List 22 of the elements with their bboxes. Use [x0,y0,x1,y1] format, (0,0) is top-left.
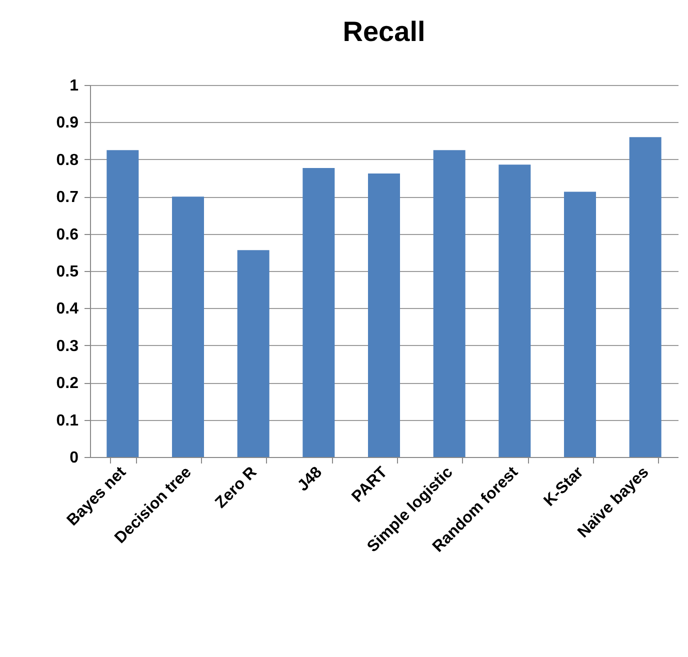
bar [106,150,139,457]
x-tick-label: J48 [294,464,326,495]
y-tick-label: 0.4 [56,300,79,318]
bar [498,164,531,457]
bar [302,168,335,457]
bar [368,174,400,457]
y-tick-label: 0.1 [56,412,79,430]
bar [629,137,662,457]
bar [237,250,270,457]
chart-title: Recall [342,16,426,47]
bar [172,196,204,457]
y-tick-label: 0.7 [56,189,79,206]
y-tick-label: 0.2 [56,375,79,392]
y-tick-label: 0.6 [56,226,79,244]
y-tick-label: 0.8 [56,152,79,169]
bar [564,192,596,457]
y-tick-label: 0 [70,450,79,466]
bar [433,150,466,457]
y-tick-label: 0.5 [56,264,79,280]
y-tick-label: 1 [70,78,79,94]
y-tick-label: 0.9 [56,114,79,132]
y-tick-label: 0.3 [56,338,79,355]
